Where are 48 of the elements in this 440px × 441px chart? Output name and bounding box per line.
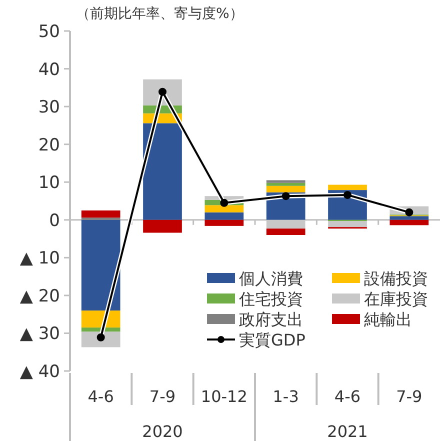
bar <box>81 220 120 311</box>
legend-label: 設備投資 <box>364 269 428 288</box>
legend-label: 住宅投資 <box>238 290 303 308</box>
bar <box>266 228 306 235</box>
y-tick-label: 20 <box>38 135 60 156</box>
bar <box>328 184 367 190</box>
x-tick-label: 10-12 <box>200 387 248 406</box>
point <box>405 208 414 216</box>
y-tick-label: 0 <box>49 210 60 231</box>
chart-title: （前期比年率、寄与度%） <box>76 6 244 22</box>
x-tick-label: 4-6 <box>334 387 361 406</box>
y-tick-label: ▲ 30 <box>20 324 60 344</box>
y-tick-label: ▲ 20 <box>20 286 60 306</box>
y-tick-label: ▲ 40 <box>20 362 60 382</box>
y-tick-label: 40 <box>38 60 60 80</box>
text: 2021 <box>327 422 368 441</box>
legend-label: 純輸出 <box>364 310 412 329</box>
bar <box>266 186 306 192</box>
x-tick-label: 4-6 <box>88 387 114 406</box>
point <box>282 192 290 200</box>
point <box>344 190 352 199</box>
bar <box>266 182 306 186</box>
legend-label: 在庫投資 <box>364 290 428 308</box>
y-tick-label: 30 <box>38 98 60 118</box>
bar <box>204 220 244 226</box>
bar <box>204 205 244 212</box>
bar <box>143 220 182 233</box>
point <box>158 88 166 96</box>
bar <box>81 210 120 218</box>
point <box>96 333 105 342</box>
bar <box>81 332 120 348</box>
x-tick-label: 7-9 <box>149 387 176 406</box>
text: 2020 <box>142 422 183 441</box>
y-tick-label: ▲ 10 <box>20 248 60 269</box>
bar <box>390 220 429 226</box>
bar <box>328 221 367 228</box>
x-tick-label: 1-3 <box>272 387 299 406</box>
y-tick-label: 10 <box>38 173 60 194</box>
legend-label: 政府支出 <box>239 310 303 329</box>
bar <box>143 123 182 220</box>
bar <box>266 180 306 183</box>
bar <box>204 212 244 220</box>
legend-label: 個人消費 <box>239 269 303 288</box>
legend-label: 実質GDP <box>239 330 306 350</box>
x-tick-label: 7-9 <box>396 387 422 406</box>
point <box>220 198 228 207</box>
y-tick-label: 50 <box>38 22 60 42</box>
bar <box>390 216 429 220</box>
